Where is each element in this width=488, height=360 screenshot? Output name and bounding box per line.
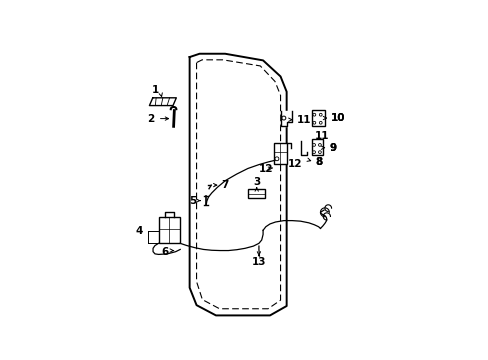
Bar xyxy=(274,143,287,164)
Circle shape xyxy=(318,144,321,146)
Text: 6: 6 xyxy=(161,247,168,257)
Text: 10: 10 xyxy=(330,113,345,123)
Bar xyxy=(311,139,323,156)
Bar xyxy=(311,110,324,126)
Circle shape xyxy=(318,151,321,153)
Bar xyxy=(158,217,180,243)
Circle shape xyxy=(312,151,315,153)
Polygon shape xyxy=(280,111,291,126)
Circle shape xyxy=(312,113,315,116)
Text: 11: 11 xyxy=(296,115,310,125)
Circle shape xyxy=(319,121,322,124)
Text: 9: 9 xyxy=(328,143,335,153)
Text: 13: 13 xyxy=(251,257,265,267)
Text: 12: 12 xyxy=(258,164,273,174)
Bar xyxy=(248,189,264,198)
Text: 8: 8 xyxy=(314,157,322,167)
Text: 12: 12 xyxy=(287,159,302,169)
Circle shape xyxy=(312,121,315,124)
Text: 7: 7 xyxy=(221,180,228,190)
Text: 10: 10 xyxy=(330,113,345,123)
Text: 11: 11 xyxy=(314,131,328,141)
Text: 2: 2 xyxy=(147,114,154,123)
Text: 5: 5 xyxy=(189,195,196,206)
Circle shape xyxy=(274,157,278,161)
Polygon shape xyxy=(149,98,176,105)
Text: 9: 9 xyxy=(328,143,335,153)
Text: 1: 1 xyxy=(151,85,158,95)
Text: 8: 8 xyxy=(315,157,323,167)
Circle shape xyxy=(319,113,322,116)
Circle shape xyxy=(282,116,285,120)
Text: 4: 4 xyxy=(135,226,142,236)
Text: 3: 3 xyxy=(253,177,260,187)
Circle shape xyxy=(312,144,315,146)
